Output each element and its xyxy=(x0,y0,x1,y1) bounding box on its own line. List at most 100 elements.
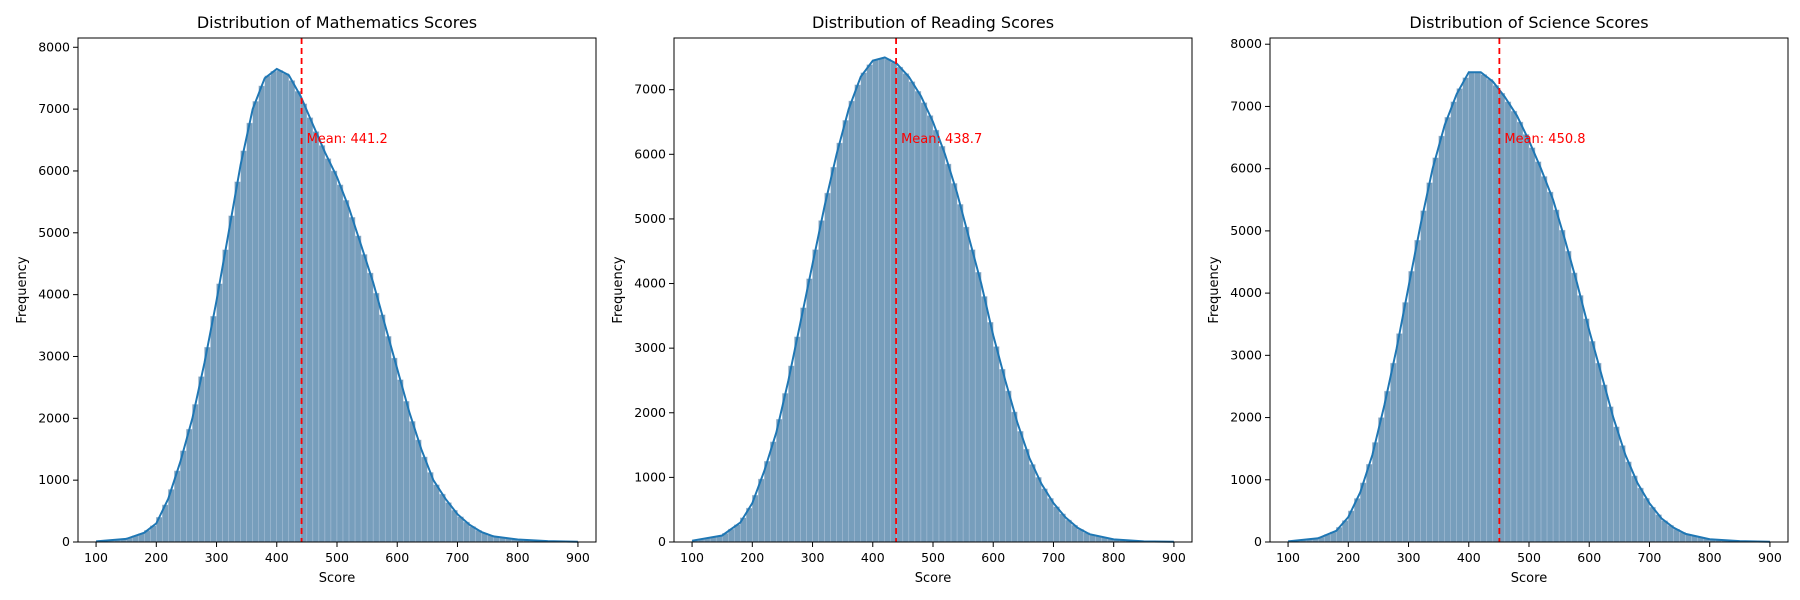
histogram-bar xyxy=(884,58,892,543)
y-tick-label: 0 xyxy=(62,534,70,549)
x-tick-label: 500 xyxy=(325,550,349,565)
histogram-bar xyxy=(1426,182,1433,543)
y-tick-label: 7000 xyxy=(634,82,666,97)
histogram-bar xyxy=(1444,117,1451,543)
histogram-bar xyxy=(824,192,831,543)
histogram-bar xyxy=(1601,384,1608,543)
histogram-bar xyxy=(222,249,229,543)
x-axis-label: Score xyxy=(915,571,951,586)
y-tick-label: 5000 xyxy=(634,211,666,226)
histogram-bar xyxy=(776,419,783,543)
histogram-bar xyxy=(1583,318,1590,543)
histogram-bar xyxy=(866,64,873,543)
y-tick-label: 5000 xyxy=(1230,223,1262,238)
histogram-bar xyxy=(1534,161,1542,543)
histogram-bar xyxy=(1486,79,1494,543)
y-tick-label: 2000 xyxy=(38,410,70,425)
chart-title: Distribution of Science Scores xyxy=(1409,13,1648,32)
histogram-bar xyxy=(457,516,464,543)
histogram-bar xyxy=(451,510,458,543)
histogram-bar xyxy=(1619,445,1626,543)
y-tick-label: 5000 xyxy=(38,225,70,240)
y-tick-label: 2000 xyxy=(1230,410,1262,425)
histogram-bar xyxy=(234,181,241,543)
histogram-bar xyxy=(445,502,452,543)
histogram-bar xyxy=(180,450,187,543)
histogram-bar xyxy=(1408,271,1415,543)
mean-label: Mean: 450.8 xyxy=(1504,132,1585,147)
x-axis-label: Score xyxy=(319,571,355,586)
y-tick-label: 7000 xyxy=(38,101,70,116)
chart-panel-2: Mean: 450.8 100 200 300 400 500 600 700 800 900 0 1… xyxy=(1207,13,1789,586)
histogram-bar xyxy=(794,336,801,543)
chart-title: Distribution of Reading Scores xyxy=(812,13,1054,32)
histogram-bars xyxy=(1287,72,1771,543)
histogram-bar xyxy=(980,296,988,543)
histogram-bar xyxy=(914,91,922,543)
histogram-bar xyxy=(342,200,350,543)
x-tick-label: 600 xyxy=(1577,550,1601,565)
histogram-bar xyxy=(1492,85,1500,543)
histogram-bar xyxy=(1414,240,1421,543)
histogram-bar xyxy=(1462,77,1469,543)
histogram-bar xyxy=(1637,487,1644,543)
histogram-bar xyxy=(1552,209,1560,543)
y-tick-label: 8000 xyxy=(1230,36,1262,51)
histogram-bar xyxy=(1576,295,1584,543)
y-tick-label: 6000 xyxy=(38,163,70,178)
histogram-bar xyxy=(409,421,416,543)
chart-panel-0: Mean: 441.2 100 200 300 400 500 600 700 800 900 0 1… xyxy=(15,13,597,586)
x-tick-label: 900 xyxy=(566,550,590,565)
histogram-bar xyxy=(800,307,807,543)
histogram-bar xyxy=(318,145,326,543)
histogram-bar xyxy=(282,73,290,543)
x-tick-label: 200 xyxy=(1336,550,1360,565)
y-tick-label: 8000 xyxy=(38,39,70,54)
histogram-bar xyxy=(1053,506,1060,543)
x-axis-label: Score xyxy=(1511,571,1547,586)
x-tick-label: 800 xyxy=(506,550,530,565)
histogram-bar xyxy=(1041,488,1048,543)
histogram-bar xyxy=(812,249,819,543)
x-tick-label: 100 xyxy=(1276,550,1300,565)
histogram-bar xyxy=(1564,250,1572,543)
histogram-bar xyxy=(288,80,296,543)
x-tick-label: 700 xyxy=(1042,550,1066,565)
x-tick-label: 600 xyxy=(385,550,409,565)
y-axis-label: Frequency xyxy=(611,256,626,323)
histogram-bar xyxy=(974,272,982,543)
x-tick-label: 300 xyxy=(205,550,229,565)
histogram-bar xyxy=(1516,121,1524,543)
histogram-bar xyxy=(1474,72,1482,543)
histogram-bar xyxy=(174,470,181,543)
histogram-bar xyxy=(944,163,952,543)
y-tick-label: 7000 xyxy=(1230,98,1262,113)
x-tick-label: 800 xyxy=(1102,550,1126,565)
histogram-bar xyxy=(1649,506,1656,543)
histogram-bar xyxy=(415,439,422,543)
histogram-bar xyxy=(216,283,223,543)
histogram-bar xyxy=(1540,176,1548,543)
histogram-bar xyxy=(932,129,940,543)
histogram-bar xyxy=(758,478,765,543)
histogram-bar xyxy=(240,150,247,543)
x-tick-label: 200 xyxy=(740,550,764,565)
histogram-bar xyxy=(908,81,916,543)
x-tick-label: 400 xyxy=(861,550,885,565)
histogram-bar xyxy=(204,347,211,543)
histogram-bar xyxy=(1059,513,1066,543)
histogram-bar xyxy=(993,346,1000,543)
histogram-bar xyxy=(294,91,302,543)
histogram-bar xyxy=(1035,477,1042,543)
y-tick-label: 6000 xyxy=(634,146,666,161)
histogram-bar xyxy=(1456,88,1463,543)
histogram-bar xyxy=(1589,341,1596,543)
histogram-bar xyxy=(860,72,867,543)
histogram-bar xyxy=(1438,135,1445,543)
histogram-bar xyxy=(1011,411,1018,543)
x-tick-label: 100 xyxy=(680,550,704,565)
histogram-bar xyxy=(360,254,368,543)
histogram-bar xyxy=(348,217,356,543)
kde-curve xyxy=(691,56,1174,543)
